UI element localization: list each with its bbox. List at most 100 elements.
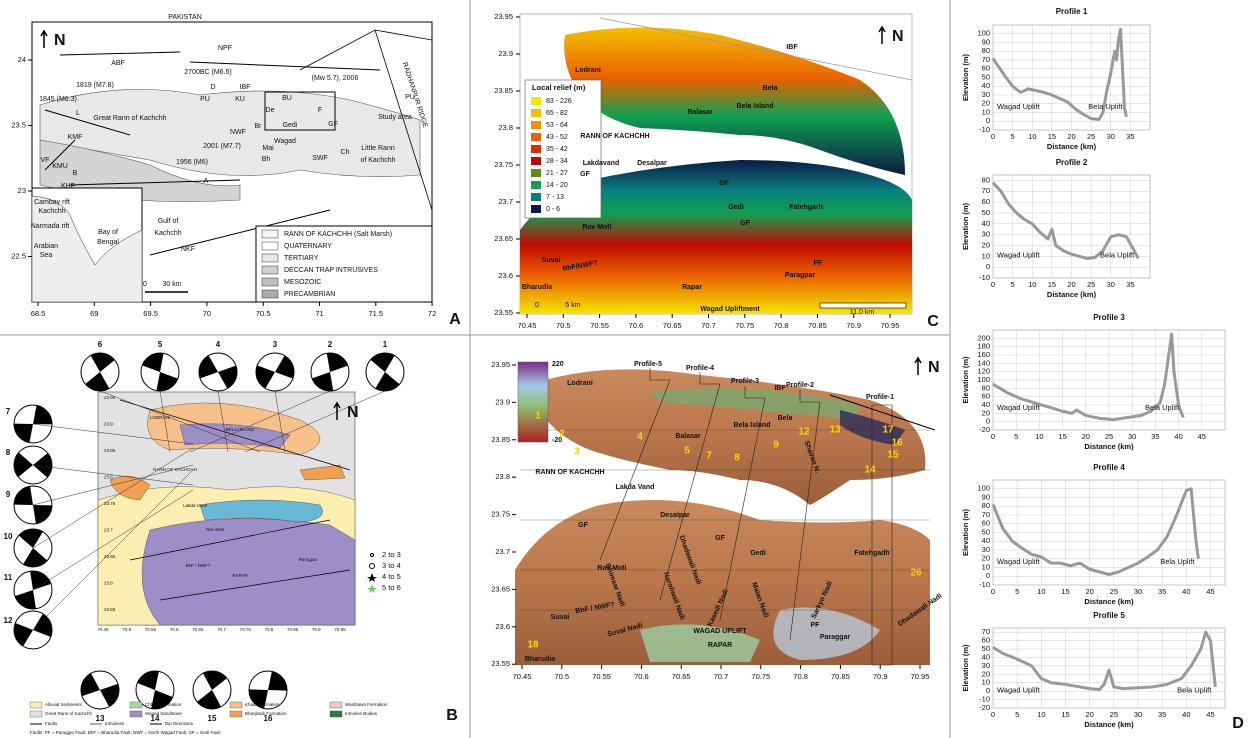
magnitude-symbol xyxy=(370,553,374,557)
map-label: NKF xyxy=(181,246,195,253)
magnitude-label: 2 to 3 xyxy=(382,550,401,559)
y-tick-label: 24 xyxy=(18,55,26,64)
y-tick-label: 23.75 xyxy=(494,160,513,169)
y-tick-label: 200 xyxy=(977,333,990,342)
x-tick-label: 70.45 xyxy=(97,627,109,632)
y-tick-label: 23.9 xyxy=(104,422,113,427)
profile-line xyxy=(991,487,1200,576)
x-tick-label: 70.9 xyxy=(846,321,861,330)
map-label: Bharudia xyxy=(525,656,555,663)
legend-swatch xyxy=(531,157,541,165)
y-tick-label: 23.75 xyxy=(491,510,510,519)
mainland-relief xyxy=(520,160,912,314)
x-axis-label: Distance (km) xyxy=(1084,597,1134,606)
scale-label: 0 xyxy=(535,302,539,309)
y-tick-label: 70 xyxy=(982,186,990,195)
grid xyxy=(520,429,930,611)
legend-swatch xyxy=(531,181,541,189)
map-label: GF xyxy=(740,220,750,227)
y-tick-label: 120 xyxy=(977,367,990,376)
focal-quadrant xyxy=(256,355,294,389)
map-label: Narmada rift xyxy=(31,223,70,230)
ridge-boundary xyxy=(299,29,433,211)
x-tick-label: 40 xyxy=(1182,587,1190,596)
y-tick-label: 23.85 xyxy=(494,86,513,95)
map-label: Lakdavand xyxy=(583,160,620,167)
y-tick-label: 30 xyxy=(982,230,990,239)
mechanism-number: 10 xyxy=(4,532,13,541)
legend-swatch xyxy=(261,265,279,275)
legend-label: 14 - 20 xyxy=(546,182,568,189)
legend-label: Intrusive Bodies xyxy=(345,711,378,716)
legend-swatch xyxy=(261,289,279,299)
legend-label: 65 - 82 xyxy=(546,110,568,117)
mechanism-number: 7 xyxy=(6,407,11,416)
x-tick-label: 70.45 xyxy=(513,672,532,681)
site-number: 15 xyxy=(887,450,899,461)
y-tick-label: 23.7 xyxy=(498,197,513,206)
x-tick-label: 45 xyxy=(1206,587,1214,596)
map-label: Desalpar xyxy=(637,160,667,167)
y-tick-label: 20 xyxy=(982,669,990,678)
x-tick-label: 30 xyxy=(1134,710,1142,719)
site-number: 26 xyxy=(910,568,922,579)
y-tick-label: 30 xyxy=(982,90,990,99)
leader-line xyxy=(32,464,194,506)
map-label: SWF xyxy=(312,155,328,162)
legend-label: Washtawa Formation xyxy=(345,702,388,707)
y-tick-label: 23.65 xyxy=(491,584,510,593)
legend-swatch xyxy=(531,109,541,117)
map-label: Lakda Vand xyxy=(183,503,207,508)
map-label: RAPAR xyxy=(232,573,248,578)
y-tick-label: 40 xyxy=(982,536,990,545)
y-tick-label: 70 xyxy=(982,627,990,636)
x-tick-label: 70.85 xyxy=(808,321,827,330)
x-tick-label: 35 xyxy=(1126,132,1134,141)
y-tick-label: 23.65 xyxy=(494,234,513,243)
x-tick-label: 0 xyxy=(991,710,995,719)
legend-label: PRECAMBRIAN xyxy=(284,291,335,298)
y-tick-label: 23.85 xyxy=(104,448,116,453)
north-arrow xyxy=(333,401,341,420)
map-label: PU xyxy=(405,94,415,101)
y-tick-label: 10 xyxy=(982,107,990,116)
y-tick-label: 23.7 xyxy=(495,547,510,556)
profile-title: Profile 5 xyxy=(1093,611,1125,620)
focal-quadrant xyxy=(197,670,227,710)
y-tick-label: 0 xyxy=(986,417,990,426)
map-label: NWF xyxy=(230,129,246,136)
mechanism-number: 2 xyxy=(328,340,333,349)
x-tick-label: 70.8 xyxy=(774,321,789,330)
map-label: Wagad Upliftment xyxy=(700,306,760,313)
mechanism-number: 4 xyxy=(216,340,221,349)
x-tick-label: 35 xyxy=(1158,710,1166,719)
map-label: Bengal xyxy=(97,239,119,246)
x-tick-label: 30 xyxy=(1107,132,1115,141)
y-tick-label: -20 xyxy=(979,425,990,434)
map-label: KMU xyxy=(52,163,68,170)
y-tick-label: 100 xyxy=(977,484,990,493)
map-label: 2001 (M7.7) xyxy=(203,143,241,150)
map-label: Bh xyxy=(262,156,271,163)
x-tick-label: 70.9 xyxy=(312,627,321,632)
mechanism-number: 15 xyxy=(208,714,217,723)
map-label: Lodrani xyxy=(575,67,601,74)
map-label: GF xyxy=(580,171,590,178)
map-label: B xyxy=(73,170,78,177)
mechanism-number: 3 xyxy=(273,340,278,349)
legend-label: Chhara Formation xyxy=(145,702,182,707)
x-tick-label: 25 xyxy=(1087,280,1095,289)
map-label: PF xyxy=(811,622,821,629)
y-tick-label: 50 xyxy=(982,527,990,536)
x-tick-label: 70.7 xyxy=(714,672,729,681)
x-tick-label: 30 xyxy=(1128,432,1136,441)
y-axis-label: Elevation (m) xyxy=(961,356,970,404)
map-label: IBF xyxy=(786,44,798,51)
y-tick-label: 23.85 xyxy=(491,435,510,444)
mechanism-number: 5 xyxy=(158,340,163,349)
x-tick-label: 35 xyxy=(1158,587,1166,596)
x-tick-label: 5 xyxy=(1014,432,1018,441)
map-label: Rapar xyxy=(682,284,702,291)
scale-label: 0 xyxy=(143,281,147,288)
panel-letter: D xyxy=(1232,715,1244,732)
